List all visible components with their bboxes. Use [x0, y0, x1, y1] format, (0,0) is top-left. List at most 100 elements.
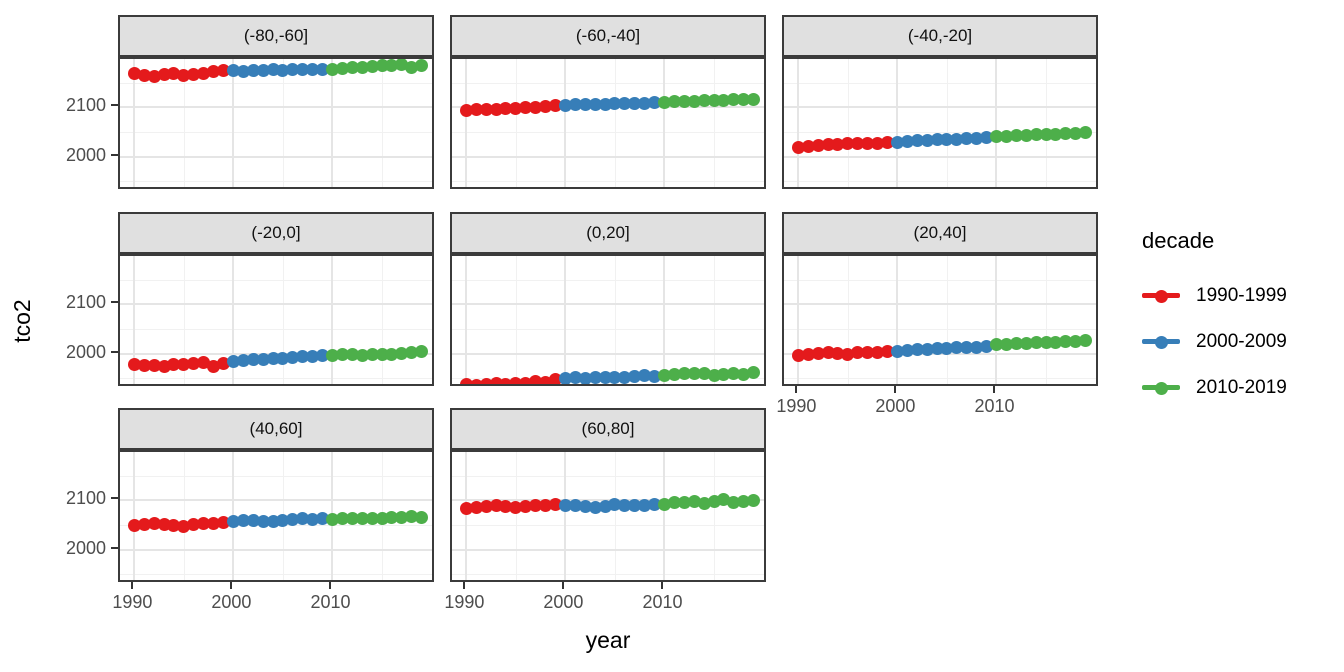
- facet-strip: (-40,-20]: [782, 15, 1098, 57]
- data-point: [890, 344, 904, 358]
- data-point: [226, 515, 240, 529]
- facet-panel: [782, 57, 1098, 189]
- data-point: [970, 341, 984, 355]
- data-point: [960, 340, 974, 354]
- data-point: [157, 359, 171, 373]
- y-axis-tick: [111, 350, 118, 353]
- data-point: [509, 500, 523, 514]
- data-point: [910, 343, 924, 357]
- data-point: [1039, 336, 1053, 350]
- gridline-minor-vertical: [515, 452, 517, 580]
- facet-strip-label: (20,40]: [913, 223, 967, 242]
- x-axis-tick: [463, 582, 466, 589]
- gridline-minor-horizontal: [452, 181, 764, 183]
- facet-strip-label: (-80,-60]: [243, 26, 309, 45]
- gridline-minor-vertical: [1046, 256, 1047, 384]
- legend-entry-label: 2000-2009: [1196, 331, 1287, 352]
- data-point: [697, 496, 711, 510]
- data-point: [415, 510, 429, 524]
- data-point: [677, 495, 691, 509]
- gridline-minor-horizontal: [452, 328, 764, 330]
- gridline-minor-horizontal: [120, 328, 432, 330]
- data-point: [578, 371, 592, 384]
- legend-entry: 2000-2009: [1142, 331, 1342, 352]
- data-point: [246, 63, 260, 77]
- data-point: [147, 358, 161, 372]
- data-point: [989, 130, 1003, 144]
- data-point: [588, 500, 602, 514]
- data-point: [395, 59, 409, 72]
- data-point: [316, 349, 330, 363]
- facet-strip: (20,40]: [782, 212, 1098, 254]
- x-axis-tick: [894, 386, 897, 393]
- data-point: [638, 96, 652, 110]
- gridline-major-vertical: [896, 256, 899, 384]
- data-point: [727, 93, 741, 107]
- data-point: [558, 498, 572, 512]
- gridline-major-vertical: [797, 59, 800, 187]
- gridline-major-horizontal: [120, 548, 432, 551]
- data-point: [286, 63, 300, 77]
- data-point: [747, 366, 761, 380]
- legend-entry-label: 1990-1999: [1196, 285, 1287, 306]
- x-axis-tick: [661, 582, 664, 589]
- gridline-major-horizontal: [452, 352, 764, 355]
- data-point: [509, 101, 523, 115]
- x-axis-tick-label: 2010: [310, 592, 351, 612]
- gridline-minor-vertical: [614, 59, 616, 187]
- data-point: [276, 63, 290, 77]
- data-point: [791, 348, 805, 362]
- data-point: [717, 492, 731, 506]
- data-point: [395, 510, 409, 524]
- facet-strip: (-20,0]: [118, 212, 434, 254]
- y-axis-tick: [111, 153, 118, 156]
- facet-strip: (60,80]: [450, 408, 766, 450]
- data-point: [657, 95, 671, 109]
- data-point: [375, 59, 389, 72]
- facet-panel: [118, 57, 434, 189]
- data-point: [266, 63, 280, 77]
- data-point: [137, 518, 151, 532]
- gridline-minor-vertical: [515, 59, 517, 187]
- legend-key: [1142, 286, 1180, 306]
- data-point: [677, 94, 691, 108]
- data-point: [638, 498, 652, 512]
- gridline-major-vertical: [995, 256, 998, 384]
- data-point: [821, 346, 835, 360]
- data-point: [375, 347, 389, 361]
- gridline-minor-vertical: [382, 256, 383, 384]
- y-axis-tick-label: 2000: [65, 341, 106, 362]
- x-axis-tick-label: 1990: [112, 592, 153, 612]
- y-axis-tick: [111, 301, 118, 304]
- facet-panel: [450, 254, 766, 386]
- gridline-minor-vertical: [282, 59, 284, 187]
- gridline-minor-horizontal: [120, 475, 432, 477]
- data-point: [459, 377, 473, 384]
- gridline-major-horizontal: [452, 303, 764, 306]
- data-point: [707, 494, 721, 508]
- data-point: [489, 102, 503, 116]
- data-point: [246, 353, 260, 367]
- data-point: [1039, 128, 1053, 142]
- gridline-major-horizontal: [784, 303, 1096, 306]
- data-point: [469, 103, 483, 117]
- data-point: [667, 367, 681, 381]
- data-point: [197, 516, 211, 530]
- data-point: [167, 519, 181, 533]
- data-point: [737, 495, 751, 509]
- data-point: [618, 498, 632, 512]
- data-point: [236, 514, 250, 528]
- data-point: [801, 347, 815, 361]
- data-point: [558, 98, 572, 112]
- data-point: [871, 136, 885, 150]
- data-point: [217, 356, 231, 370]
- data-point: [549, 99, 563, 113]
- x-axis-tick-label: 1990: [444, 592, 485, 612]
- x-axis-tick: [131, 582, 134, 589]
- x-axis-tick: [993, 386, 996, 393]
- data-point: [137, 359, 151, 373]
- data-point: [980, 131, 994, 145]
- gridline-major-vertical: [995, 59, 998, 187]
- data-point: [1079, 333, 1093, 347]
- gridline-minor-vertical: [614, 256, 616, 384]
